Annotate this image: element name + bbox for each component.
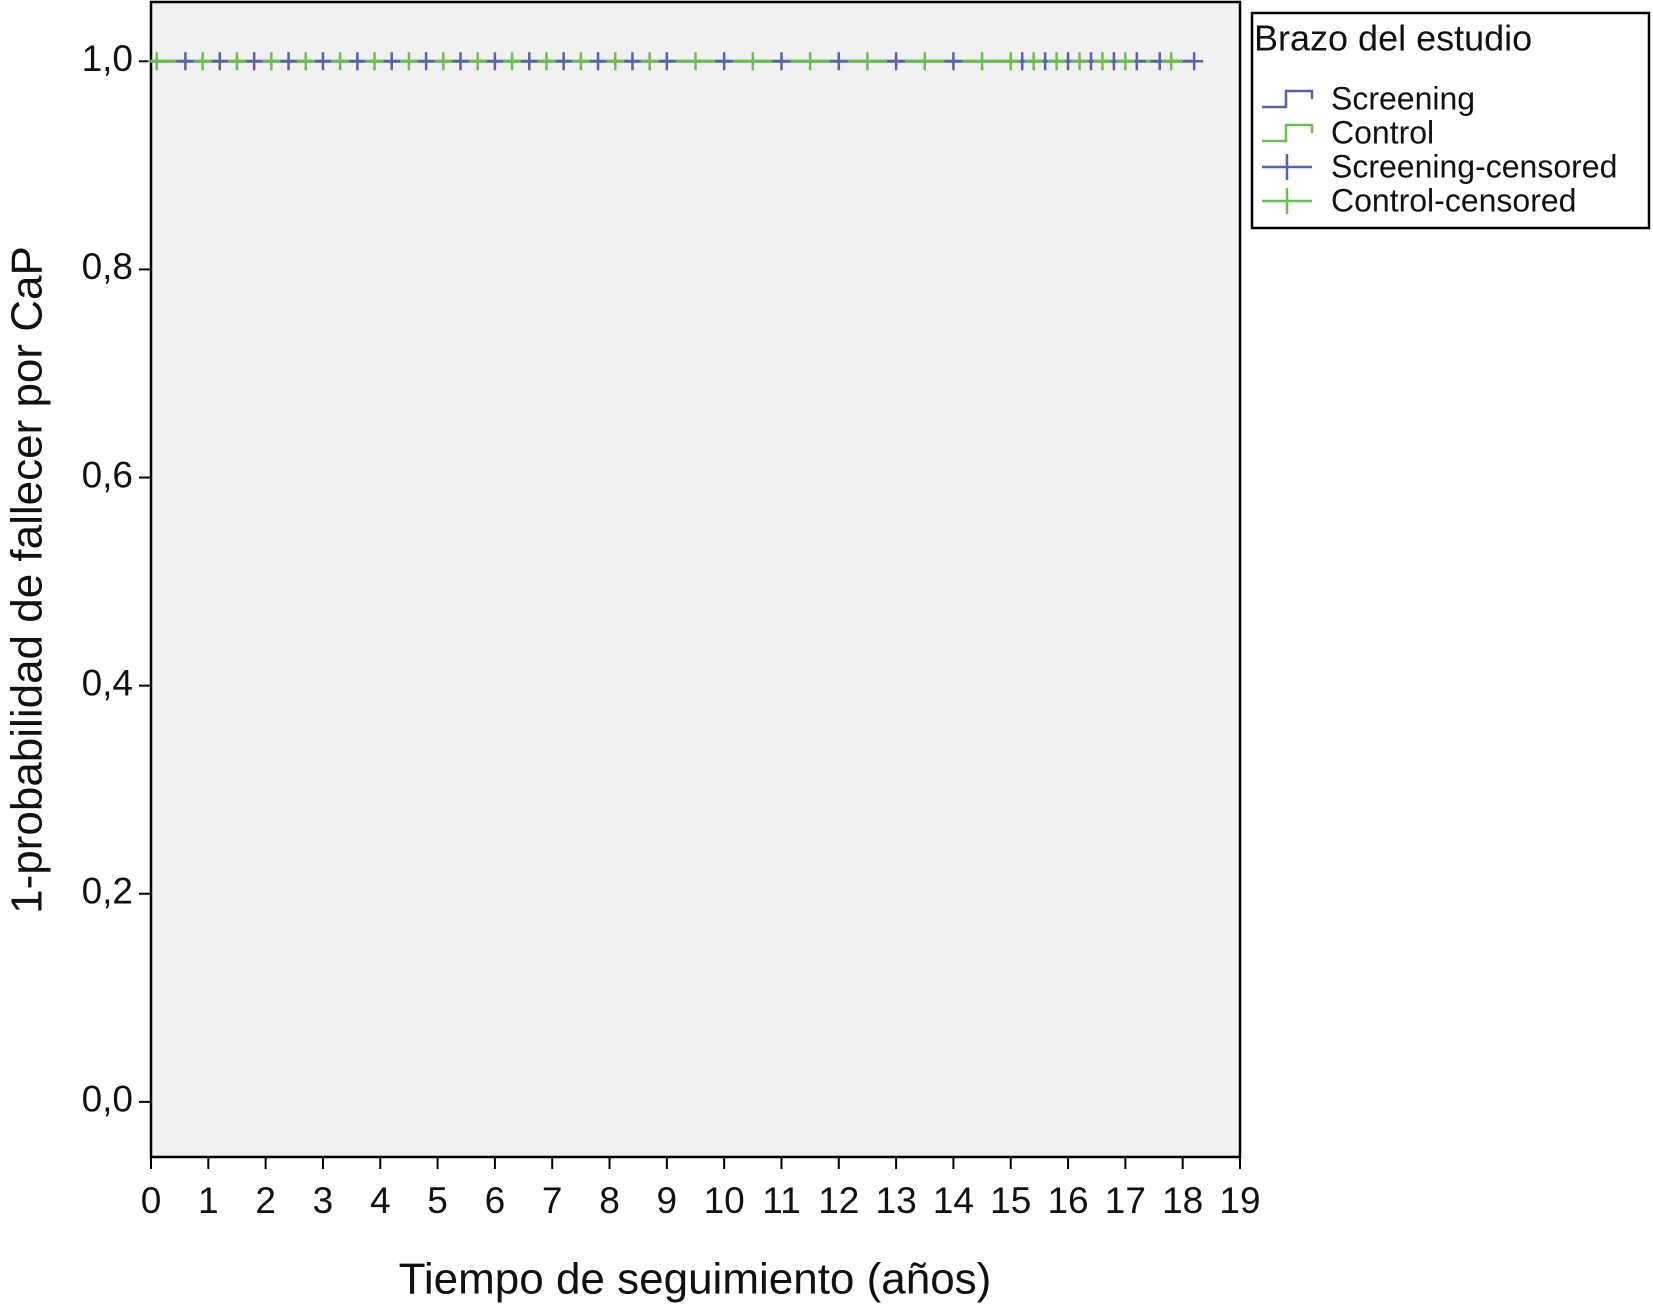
legend-swatch xyxy=(1262,123,1314,143)
x-tick-label: 7 xyxy=(542,1180,563,1221)
censor-mark xyxy=(365,52,384,71)
censor-mark xyxy=(554,52,573,71)
censor-mark xyxy=(944,52,963,71)
censor-mark xyxy=(348,52,367,71)
legend-swatch xyxy=(1262,154,1312,180)
x-tick-label: 11 xyxy=(762,1180,800,1221)
censor-mark xyxy=(801,52,820,71)
censor-mark xyxy=(640,52,659,71)
y-tick-label: 0,2 xyxy=(82,871,133,912)
x-tick-label: 13 xyxy=(876,1180,917,1221)
censor-mark xyxy=(571,52,590,71)
censor-mark xyxy=(399,52,418,71)
censor-mark xyxy=(589,52,608,71)
censor-mark xyxy=(657,52,676,71)
x-tick-label: 19 xyxy=(1219,1180,1260,1221)
y-tick-label: 0,8 xyxy=(82,246,133,287)
censor-mark xyxy=(503,52,522,71)
censor-mark xyxy=(743,52,762,71)
censor-mark xyxy=(468,52,487,71)
censor-mark xyxy=(1093,52,1112,71)
censor-mark xyxy=(520,52,539,71)
censor-mark xyxy=(296,52,315,71)
x-tick-label: 3 xyxy=(313,1180,334,1221)
censor-mark xyxy=(331,52,350,71)
censor-mark xyxy=(915,52,934,71)
y-tick-label: 0,0 xyxy=(82,1079,133,1120)
censor-mark xyxy=(1185,52,1204,71)
legend-label: Screening xyxy=(1331,80,1475,116)
censor-mark xyxy=(210,52,229,71)
censor-mark xyxy=(537,52,556,71)
censor-mark xyxy=(262,52,281,71)
censor-mark xyxy=(1070,52,1089,71)
legend-swatch xyxy=(1262,188,1312,214)
censor-mark xyxy=(973,52,992,71)
censor-mark xyxy=(417,52,436,71)
censor-mark xyxy=(279,52,298,71)
censor-mark xyxy=(485,52,504,71)
censor-mark xyxy=(606,52,625,71)
plot-area xyxy=(149,0,1242,1159)
censor-mark xyxy=(1162,52,1181,71)
y-tick-label: 0,4 xyxy=(82,662,133,703)
x-tick-label: 17 xyxy=(1105,1180,1146,1221)
x-tick-label: 5 xyxy=(427,1180,448,1221)
x-tick-label: 4 xyxy=(370,1180,391,1221)
x-tick-label: 14 xyxy=(933,1180,974,1221)
y-axis-title: 1-probabilidad de fallecer por CaP xyxy=(3,246,52,914)
x-tick-label: 0 xyxy=(141,1180,162,1221)
censor-mark xyxy=(1047,52,1066,71)
y-tick-label: 1,0 xyxy=(82,38,133,79)
legend-label: Control-censored xyxy=(1331,182,1576,218)
censor-mark xyxy=(715,52,734,71)
censor-mark xyxy=(686,52,705,71)
censor-mark xyxy=(623,52,642,71)
censor-mark xyxy=(1001,52,1020,71)
censor-mark xyxy=(176,52,195,71)
legend-title: Brazo del estudio xyxy=(1254,18,1532,59)
censor-mark xyxy=(858,52,877,71)
censor-mark xyxy=(245,52,264,71)
x-axis-title: Tiempo de seguimiento (años) xyxy=(399,1255,992,1304)
legend-box xyxy=(1250,11,1651,230)
censor-mark xyxy=(147,52,166,71)
censor-mark xyxy=(1116,52,1135,71)
censor-mark xyxy=(1024,52,1043,71)
censor-mark xyxy=(451,52,470,71)
censor-mark xyxy=(193,52,212,71)
x-tick-label: 10 xyxy=(704,1180,745,1221)
x-tick-label: 15 xyxy=(990,1180,1031,1221)
legend-label: Screening-censored xyxy=(1331,148,1617,184)
legend-label: Control xyxy=(1331,114,1434,150)
censor-mark xyxy=(227,52,246,71)
legend-swatch xyxy=(1262,89,1314,109)
censor-mark xyxy=(434,52,453,71)
x-tick-label: 8 xyxy=(599,1180,620,1221)
censor-mark xyxy=(772,52,791,71)
censor-mark xyxy=(382,52,401,71)
x-tick-label: 2 xyxy=(255,1180,276,1221)
x-tick-label: 12 xyxy=(818,1180,859,1221)
censor-mark xyxy=(887,52,906,71)
x-tick-label: 18 xyxy=(1162,1180,1203,1221)
x-tick-label: 6 xyxy=(485,1180,506,1221)
y-tick-label: 0,6 xyxy=(82,454,133,495)
x-tick-label: 16 xyxy=(1047,1180,1088,1221)
censor-mark xyxy=(313,52,332,71)
censor-mark xyxy=(829,52,848,71)
x-tick-label: 1 xyxy=(198,1180,219,1221)
x-tick-label: 9 xyxy=(657,1180,678,1221)
